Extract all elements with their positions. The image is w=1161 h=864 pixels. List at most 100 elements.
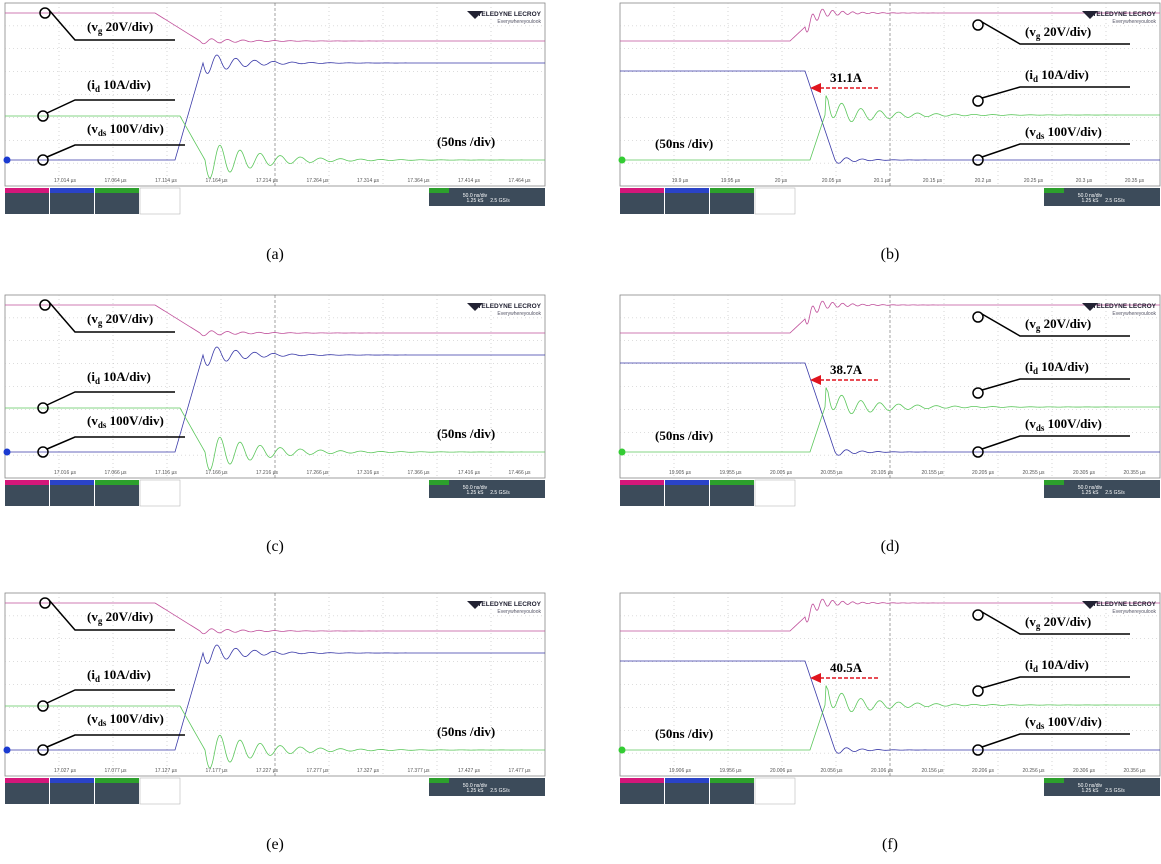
x-tick-label: 17.066 µs <box>104 470 127 476</box>
x-tick-label: 17.416 µs <box>458 470 481 476</box>
x-tick-label: 17.477 µs <box>508 768 531 774</box>
x-tick-label: 17.427 µs <box>458 768 481 774</box>
label-rest: 100V/div) <box>1044 416 1101 431</box>
x-tick-label: 20.105 µs <box>871 470 894 476</box>
timebase-text: 1.25 kS <box>467 788 485 794</box>
timebase-text: 1.25 kS <box>1082 788 1100 794</box>
channel-head <box>50 778 94 783</box>
x-tick-label: 19.95 µs <box>721 178 741 184</box>
timebase-text: 2.5 GS/s <box>490 198 510 204</box>
label-text: (v <box>1025 124 1036 139</box>
x-tick-label: 17.466 µs <box>508 470 531 476</box>
empty-box <box>755 480 795 506</box>
x-tick-label: 17.266 µs <box>306 470 329 476</box>
readout-bar: 50.0 ns/div1.25 kS2.5 GS/s <box>620 480 1160 506</box>
channel-head <box>710 778 754 783</box>
peak-current: 38.7A <box>830 362 863 377</box>
channel-head <box>665 480 709 485</box>
label-rest: 20V/div) <box>1040 316 1091 331</box>
channel-head <box>50 480 94 485</box>
x-tick-label: 20 µs <box>775 178 788 184</box>
channel-head <box>665 778 709 783</box>
figure: TELEDYNE LECROYEverywhereyoulook17.014 µ… <box>0 0 1161 864</box>
empty-box <box>140 480 180 506</box>
timebase-head <box>429 480 449 485</box>
x-tick-label: 17.377 µs <box>407 768 430 774</box>
label-text: (v <box>87 711 98 726</box>
peak-current: 31.1A <box>830 70 863 85</box>
timebase-text: 1.25 kS <box>1082 198 1100 204</box>
channel-head <box>5 480 49 485</box>
x-tick-label: 20.205 µs <box>972 470 995 476</box>
brand-name: TELEDYNE LECROY <box>477 601 541 608</box>
x-tick-label: 17.327 µs <box>357 768 380 774</box>
label-rest: 100V/div) <box>106 711 163 726</box>
x-tick-label: 17.177 µs <box>205 768 228 774</box>
time-scale: (50ns /div) <box>437 724 495 739</box>
channel-head <box>95 188 139 193</box>
brand-name: TELEDYNE LECROY <box>1092 303 1156 310</box>
trace-label: (vg 20V/div) <box>87 19 153 36</box>
label-text: (v <box>87 413 98 428</box>
x-tick-label: 20.2 µs <box>975 178 992 184</box>
time-scale: (50ns /div) <box>437 134 495 149</box>
x-tick-label: 20.305 µs <box>1073 470 1096 476</box>
x-tick-label: 20.256 µs <box>1022 768 1045 774</box>
x-tick-label: 17.277 µs <box>306 768 329 774</box>
label-rest: 100V/div) <box>106 121 163 136</box>
x-tick-label: 19.906 µs <box>669 768 692 774</box>
label-text: (v <box>1025 24 1036 39</box>
empty-box <box>755 778 795 804</box>
label-text: (v <box>1025 416 1036 431</box>
timebase-head <box>429 188 449 193</box>
channel-head <box>710 480 754 485</box>
x-tick-label: 17.214 µs <box>256 178 279 184</box>
channel-head <box>5 188 49 193</box>
label-rest: 10A/div) <box>100 369 151 384</box>
readout-bar: 50.0 ns/div1.25 kS2.5 GS/s <box>620 188 1160 214</box>
label-rest: 100V/div) <box>1044 124 1101 139</box>
x-tick-label: 17.316 µs <box>357 470 380 476</box>
x-tick-label: 20.056 µs <box>820 768 843 774</box>
x-tick-label: 17.016 µs <box>54 470 77 476</box>
label-rest: 100V/div) <box>106 413 163 428</box>
x-tick-label: 19.9 µs <box>672 178 689 184</box>
label-rest: 20V/div) <box>1040 24 1091 39</box>
timebase-text: 2.5 GS/s <box>1105 490 1125 496</box>
x-tick-label: 19.956 µs <box>719 768 742 774</box>
empty-box <box>755 188 795 214</box>
x-tick-label: 17.077 µs <box>104 768 127 774</box>
scope-panel: TELEDYNE LECROYEverywhereyoulook17.014 µ… <box>4 3 546 263</box>
x-tick-label: 17.027 µs <box>54 768 77 774</box>
caption: (a) <box>266 246 284 263</box>
x-tick-label: 20.255 µs <box>1022 470 1045 476</box>
scope-panel: TELEDYNE LECROYEverywhereyoulook17.016 µ… <box>4 295 546 555</box>
caption: (d) <box>881 538 900 555</box>
label-rest: 20V/div) <box>102 19 153 34</box>
caption: (b) <box>881 246 900 263</box>
label-rest: 20V/div) <box>102 609 153 624</box>
channel-head <box>620 480 664 485</box>
label-rest: 10A/div) <box>100 77 151 92</box>
brand-name: TELEDYNE LECROY <box>1092 11 1156 18</box>
timebase-text: 1.25 kS <box>1082 490 1100 496</box>
x-tick-label: 17.164 µs <box>205 178 228 184</box>
x-tick-label: 20.106 µs <box>871 768 894 774</box>
x-tick-label: 17.364 µs <box>407 178 430 184</box>
brand-tagline: Everywhereyoulook <box>1112 19 1156 25</box>
time-scale: (50ns /div) <box>655 726 713 741</box>
label-rest: 10A/div) <box>100 667 151 682</box>
label-text: (v <box>1025 614 1036 629</box>
trace-label: (vg 20V/div) <box>87 311 153 328</box>
x-tick-label: 20.05 µs <box>822 178 842 184</box>
readout-bar: 50.0 ns/div1.25 kS2.5 GS/s <box>5 480 545 506</box>
timebase-head <box>429 778 449 783</box>
channel-head <box>620 778 664 783</box>
x-tick-label: 20.155 µs <box>921 470 944 476</box>
time-scale: (50ns /div) <box>655 136 713 151</box>
scope-panel: TELEDYNE LECROYEverywhereyoulook17.027 µ… <box>4 593 546 853</box>
channel-head <box>50 188 94 193</box>
readout-bar: 50.0 ns/div1.25 kS2.5 GS/s <box>620 778 1160 804</box>
label-rest: 10A/div) <box>1038 359 1089 374</box>
brand-tagline: Everywhereyoulook <box>1112 311 1156 317</box>
